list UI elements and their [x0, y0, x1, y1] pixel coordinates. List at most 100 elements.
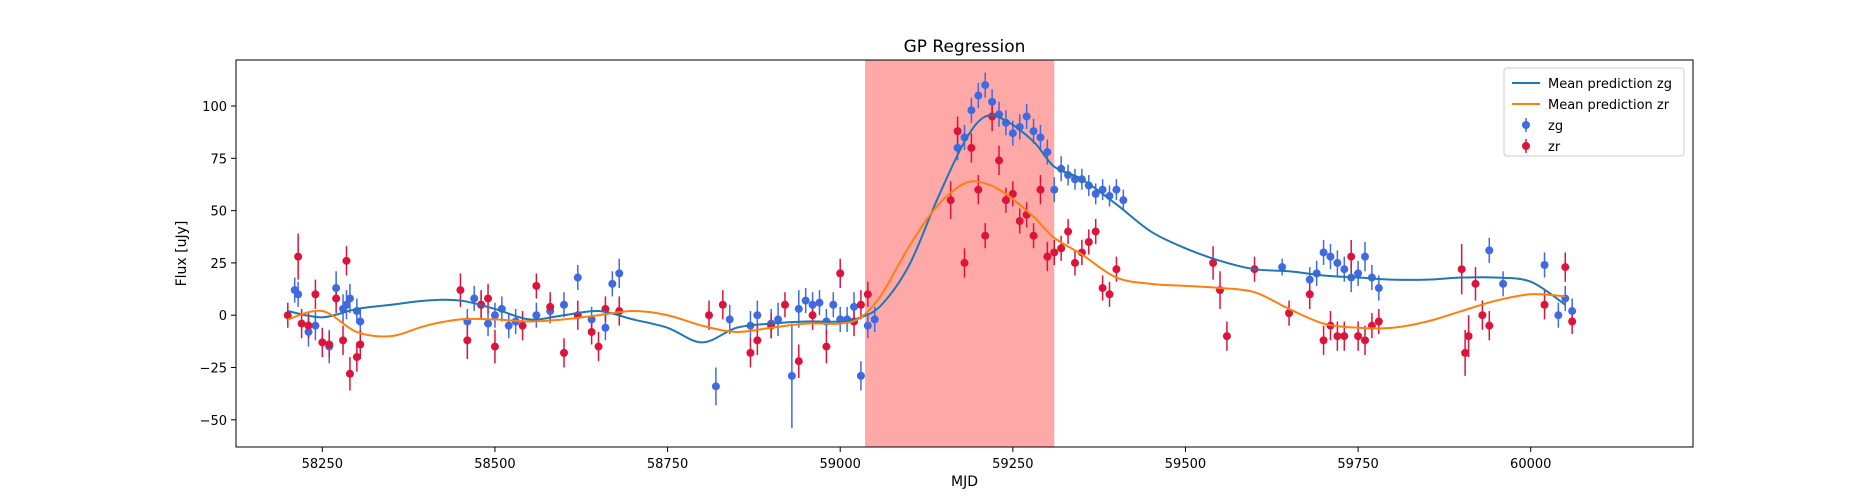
zr-point — [1050, 248, 1059, 257]
legend-label: zg — [1548, 119, 1563, 134]
zg-point — [532, 311, 541, 320]
zr-point — [718, 300, 727, 309]
zg-point — [345, 294, 354, 303]
zg-point — [504, 321, 513, 330]
y-tick-label: 50 — [210, 205, 227, 220]
chart-title: GP Regression — [904, 37, 1026, 57]
zg-point — [808, 300, 817, 309]
zg-point — [573, 273, 582, 282]
zr-point — [780, 300, 789, 309]
zr-point — [1098, 284, 1107, 293]
legend: Mean prediction zg Mean prediction zr zg zr — [1503, 67, 1685, 157]
line-mean-prediction-zg — [287, 114, 1566, 344]
zr-point — [822, 342, 831, 351]
zr-point — [1043, 252, 1052, 261]
zr-point — [532, 281, 541, 290]
zr-point — [1105, 290, 1114, 299]
zg-point — [1554, 311, 1563, 320]
zg-point — [801, 296, 810, 305]
zg-point — [1499, 279, 1508, 288]
zr-point — [1222, 332, 1231, 341]
zg-point — [356, 317, 365, 326]
zg-point — [1354, 269, 1363, 278]
zr-point — [456, 286, 465, 295]
zg-point — [815, 298, 824, 307]
zg-point — [988, 97, 997, 106]
zr-point — [960, 258, 969, 267]
zr-point — [463, 336, 472, 345]
zg-point — [484, 319, 493, 328]
zg-point — [974, 91, 983, 100]
zg-point — [725, 315, 734, 324]
zr-point — [559, 348, 568, 357]
zr-point — [753, 336, 762, 345]
zr-point — [1112, 265, 1121, 274]
zr-point — [856, 300, 865, 309]
x-axis-ticks: 58250 58500 58750 59000 59250 59500 59750 60000 — [302, 447, 1551, 472]
zr-point — [1285, 309, 1294, 318]
zr-point — [1036, 185, 1045, 194]
zg-point — [774, 315, 783, 324]
zr-point — [808, 311, 817, 320]
zg-point — [294, 290, 303, 299]
zg-point — [1022, 112, 1031, 121]
zg-point — [304, 327, 313, 336]
zr-point — [1478, 311, 1487, 320]
zg-point — [1374, 284, 1383, 293]
y-tick-label: 0 — [219, 309, 227, 324]
zg-point — [587, 315, 596, 324]
zr-point — [294, 252, 303, 261]
zr-point — [518, 321, 527, 330]
zg-point — [981, 81, 990, 90]
zg-point — [1278, 263, 1287, 272]
zr-point — [546, 302, 555, 311]
legend-box — [1503, 67, 1685, 157]
zr-point — [1568, 317, 1577, 326]
legend-point-swatch — [1522, 142, 1530, 150]
zg-point — [870, 315, 879, 324]
zg-point — [559, 300, 568, 309]
zg-point — [753, 311, 762, 320]
zg-point — [829, 300, 838, 309]
zg-point — [1119, 196, 1128, 205]
zr-point — [1008, 189, 1017, 198]
zr-point — [1070, 258, 1079, 267]
zr-point — [356, 340, 365, 349]
zg-point — [794, 304, 803, 313]
zg-point — [1029, 127, 1038, 136]
zg-point — [1112, 185, 1121, 194]
y-tick-label: −25 — [200, 362, 227, 377]
zg-point — [470, 294, 479, 303]
zr-point — [705, 311, 714, 320]
zr-point — [1471, 279, 1480, 288]
zr-point — [946, 196, 955, 205]
zr-point — [1540, 300, 1549, 309]
zg-point — [1043, 148, 1052, 157]
zr-point — [953, 127, 962, 136]
zr-point — [1001, 196, 1010, 205]
zr-point — [1084, 237, 1093, 246]
lines-layer — [287, 114, 1566, 344]
zg-point — [601, 323, 610, 332]
zr-point — [304, 321, 313, 330]
zr-point — [1209, 258, 1218, 267]
zr-point — [311, 290, 320, 299]
zg-point — [608, 279, 617, 288]
zg-point — [711, 382, 720, 391]
zr-point — [1561, 263, 1570, 272]
zg-point — [1305, 275, 1314, 284]
zg-point — [850, 302, 859, 311]
zr-point — [345, 369, 354, 378]
zr-point — [1333, 332, 1342, 341]
zg-point — [1008, 129, 1017, 138]
line-mean-prediction-zr — [287, 180, 1566, 338]
zg-point — [615, 269, 624, 278]
y-tick-label: 75 — [210, 152, 227, 167]
zr-point — [1064, 227, 1073, 236]
zr-point — [490, 342, 499, 351]
zr-point — [863, 290, 872, 299]
zr-point — [1354, 332, 1363, 341]
x-tick-label: 58250 — [302, 457, 343, 472]
zg-point — [1036, 133, 1045, 142]
zr-point — [1464, 332, 1473, 341]
